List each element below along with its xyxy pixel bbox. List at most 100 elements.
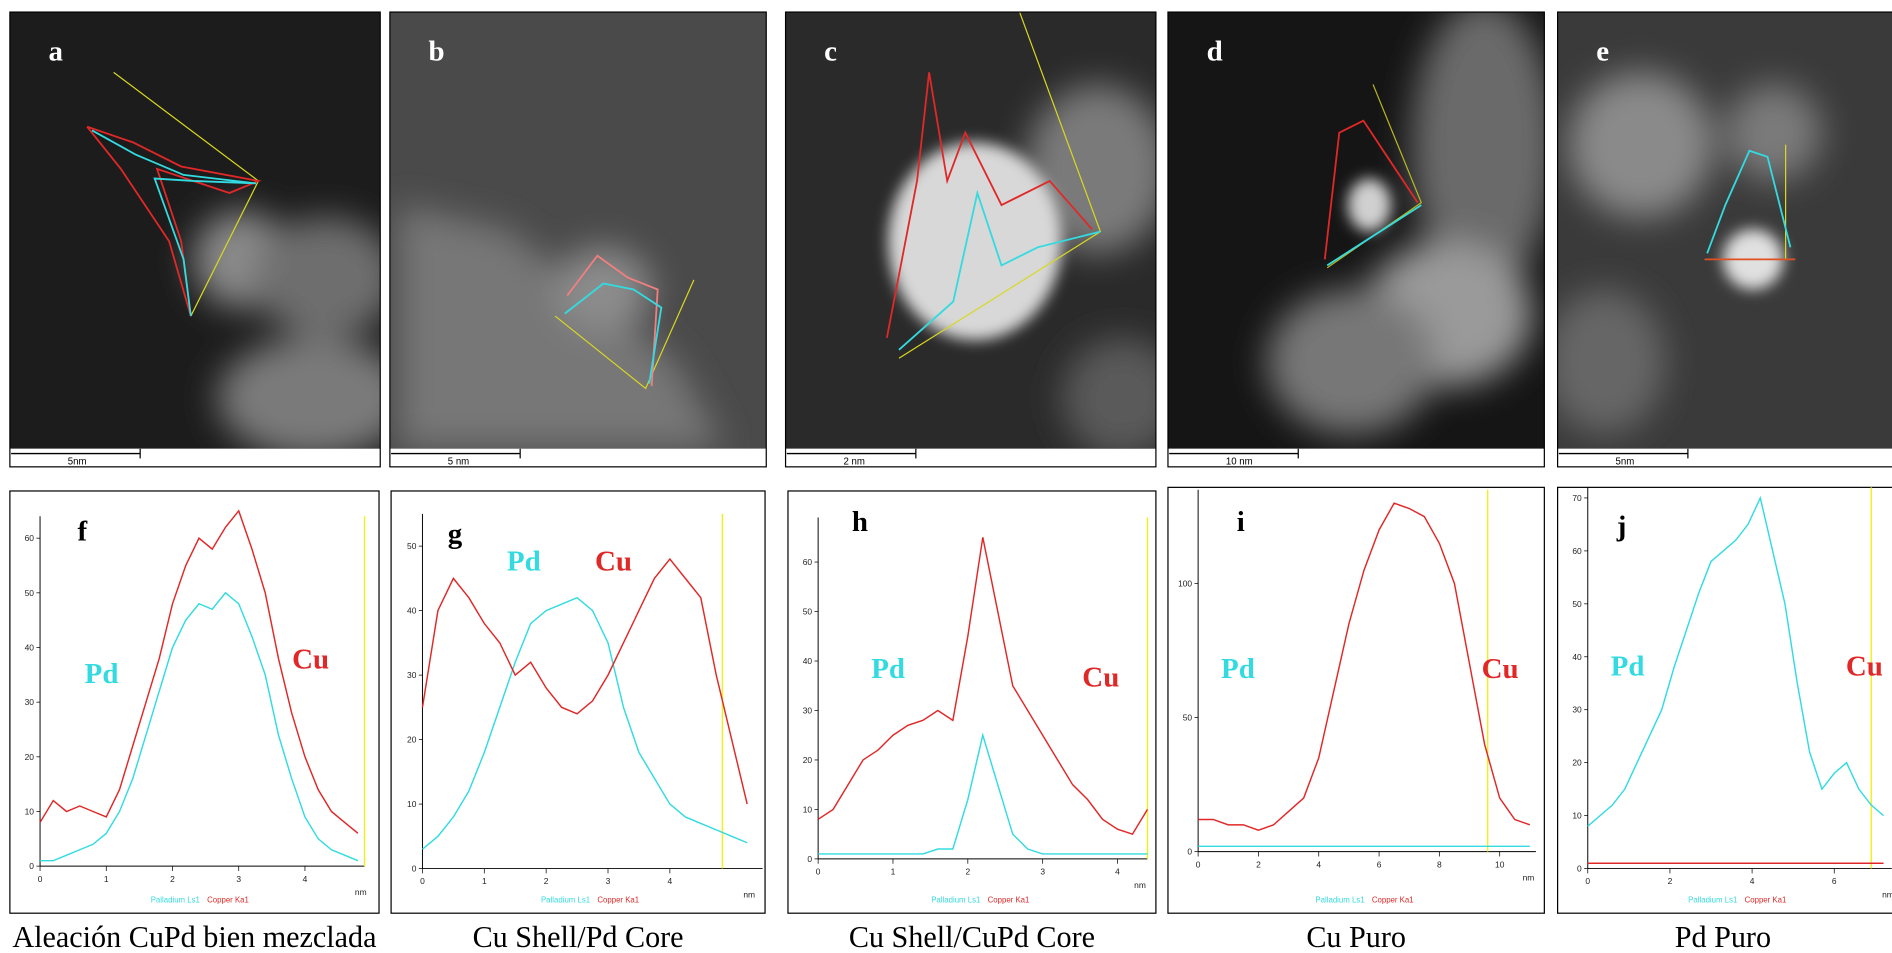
x-tick-label: 6 xyxy=(1377,859,1382,869)
scale-bar-label: 2 nm xyxy=(843,456,864,467)
scale-bar-label: 5 nm xyxy=(448,456,469,467)
x-tick-label: 0 xyxy=(816,867,821,877)
legend-entry: Copper Ka1 xyxy=(207,895,249,904)
legend-entry: Palladium Ls1 xyxy=(1315,895,1364,904)
y-tick-label: 0 xyxy=(807,854,812,864)
y-tick-label: 100 xyxy=(1178,579,1192,589)
x-tick-label: 3 xyxy=(606,876,611,886)
y-tick-label: 30 xyxy=(25,697,35,707)
caption: Cu Puro xyxy=(1306,920,1406,953)
series-line xyxy=(421,596,748,850)
image-c xyxy=(785,12,1156,449)
x-tick-label: 1 xyxy=(104,874,109,884)
y-tick-label: 10 xyxy=(407,799,417,809)
y-tick-label: 50 xyxy=(407,541,417,551)
annotation: Pd xyxy=(1221,653,1255,685)
panel-label: d xyxy=(1207,35,1223,67)
x-tick-label: 2 xyxy=(544,876,549,886)
y-tick-label: 0 xyxy=(1187,847,1192,857)
y-tick-label: 0 xyxy=(1577,864,1582,874)
x-tick-label: 10 xyxy=(1495,859,1505,869)
annotation: Cu xyxy=(595,546,632,578)
series-line xyxy=(421,557,748,805)
x-tick-label: 2 xyxy=(170,874,175,884)
x-tick-label: 4 xyxy=(668,876,673,886)
panel-label: j xyxy=(1616,511,1627,543)
y-tick-label: 10 xyxy=(25,806,35,816)
x-tick-label: 2 xyxy=(965,867,970,877)
legend-entry: Palladium Ls1 xyxy=(931,895,980,904)
y-tick-label: 20 xyxy=(407,735,417,745)
panel-label: c xyxy=(824,35,837,67)
y-tick-label: 10 xyxy=(1572,811,1582,821)
annotation: Cu xyxy=(292,643,329,675)
x-tick-label: 4 xyxy=(1316,859,1321,869)
scale-bar-label: 5nm xyxy=(68,456,87,467)
y-tick-label: 40 xyxy=(1572,652,1582,662)
legend-entry: Palladium Ls1 xyxy=(151,895,200,904)
y-tick-label: 50 xyxy=(1183,713,1193,723)
x-tick-label: 4 xyxy=(303,874,308,884)
annotation: Pd xyxy=(871,653,905,685)
panel-label: e xyxy=(1596,35,1609,67)
image-b xyxy=(389,12,767,449)
series-line xyxy=(817,537,1149,836)
y-tick-label: 30 xyxy=(803,705,813,715)
annotation: Cu xyxy=(1082,661,1119,693)
legend-entry: Palladium Ls1 xyxy=(541,895,590,904)
y-tick-label: 40 xyxy=(803,656,813,666)
legend-entry: Palladium Ls1 xyxy=(1688,895,1737,904)
y-tick-label: 60 xyxy=(803,557,813,567)
y-tick-label: 50 xyxy=(803,607,813,617)
series-line xyxy=(40,591,359,862)
x-tick-label: 0 xyxy=(1196,859,1201,869)
caption: Cu Shell/CuPd Core xyxy=(849,920,1095,953)
x-unit: nm xyxy=(1882,890,1892,900)
x-tick-label: 2 xyxy=(1668,876,1673,886)
x-unit: nm xyxy=(355,887,367,897)
panel-label: h xyxy=(852,506,868,538)
x-tick-label: 3 xyxy=(1040,867,1045,877)
chart-frame xyxy=(390,490,766,914)
x-tick-label: 0 xyxy=(420,876,425,886)
series-line xyxy=(1587,495,1885,827)
chart-frame xyxy=(1167,486,1545,914)
x-tick-label: 8 xyxy=(1437,859,1442,869)
chart-frame xyxy=(787,490,1157,914)
y-tick-label: 40 xyxy=(25,643,35,653)
chart-frame xyxy=(9,490,380,914)
annotation: Pd xyxy=(507,546,541,578)
scale-bar-label: 10 nm xyxy=(1226,456,1253,467)
legend-entry: Copper Ka1 xyxy=(1745,895,1787,904)
x-tick-label: 4 xyxy=(1115,867,1120,877)
x-tick-label: 1 xyxy=(891,867,896,877)
x-tick-label: 2 xyxy=(1256,859,1261,869)
y-tick-label: 70 xyxy=(1572,493,1582,503)
panel-label: i xyxy=(1237,506,1245,538)
y-tick-label: 30 xyxy=(1572,705,1582,715)
panel-label: b xyxy=(428,35,444,67)
caption: Aleación CuPd bien mezclada xyxy=(12,920,376,953)
chart-frame xyxy=(1557,486,1892,914)
image-a xyxy=(9,12,381,449)
y-tick-label: 60 xyxy=(25,533,35,543)
caption: Pd Puro xyxy=(1675,920,1771,953)
x-tick-label: 0 xyxy=(38,874,43,884)
x-unit: nm xyxy=(743,890,755,900)
y-tick-label: 20 xyxy=(803,755,813,765)
x-tick-label: 3 xyxy=(236,874,241,884)
annotation: Cu xyxy=(1846,651,1883,683)
y-tick-label: 10 xyxy=(803,804,813,814)
legend-entry: Copper Ka1 xyxy=(597,895,639,904)
x-tick-label: 4 xyxy=(1750,876,1755,886)
legend-entry: Copper Ka1 xyxy=(1372,895,1414,904)
series-line xyxy=(39,509,359,834)
caption: Cu Shell/Pd Core xyxy=(473,920,684,953)
series-line xyxy=(818,732,1148,855)
y-tick-label: 30 xyxy=(407,670,417,680)
y-tick-label: 0 xyxy=(412,864,417,874)
legend-entry: Copper Ka1 xyxy=(988,895,1030,904)
x-unit: nm xyxy=(1523,873,1535,883)
